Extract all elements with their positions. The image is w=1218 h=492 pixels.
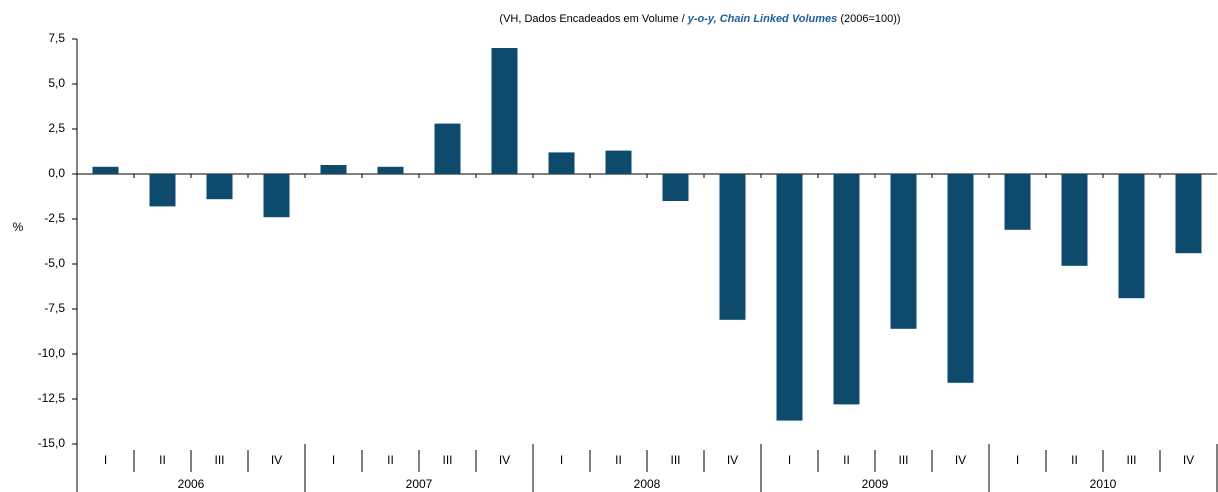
bar: [263, 174, 290, 218]
x-tick-label: I: [332, 453, 335, 467]
y-tick-label: -12,5: [38, 391, 66, 405]
y-tick-label: -2,5: [44, 211, 65, 225]
subtitle-part: (VH, Dados Encadeados em Volume /: [499, 13, 687, 25]
x-tick-label: II: [1071, 453, 1078, 467]
y-tick-label: -5,0: [44, 256, 65, 270]
y-tick-label: -7,5: [44, 301, 65, 315]
bar: [491, 48, 518, 174]
bar: [377, 166, 404, 174]
group-label: 2010: [1090, 477, 1117, 491]
bar: [605, 150, 632, 174]
y-tick-label: 7,5: [48, 31, 65, 45]
x-tick-label: III: [670, 453, 680, 467]
x-tick-label: II: [615, 453, 622, 467]
x-tick-label: IV: [955, 453, 966, 467]
x-tick-label: III: [442, 453, 452, 467]
bar: [1175, 174, 1202, 254]
x-tick-label: I: [104, 453, 107, 467]
chart-subtitle: (VH, Dados Encadeados em Volume / y-o-y,…: [499, 13, 900, 25]
bar: [1118, 174, 1145, 299]
x-tick-label: IV: [727, 453, 738, 467]
x-tick-label: IV: [499, 453, 510, 467]
subtitle-part: y-o-y, Chain Linked Volumes: [687, 13, 838, 25]
group-label: 2008: [634, 477, 661, 491]
x-tick-label: III: [214, 453, 224, 467]
x-tick-label: I: [560, 453, 563, 467]
y-tick-label: 0,0: [48, 166, 65, 180]
x-tick-label: II: [843, 453, 850, 467]
bar: [719, 174, 746, 320]
bar: [1061, 174, 1088, 266]
bar: [776, 174, 803, 421]
x-tick-label: IV: [1183, 453, 1194, 467]
y-tick-label: 5,0: [48, 76, 65, 90]
subtitle-part: (2006=100)): [837, 13, 900, 25]
bar: [92, 166, 119, 174]
bar: [662, 174, 689, 201]
y-tick-label: -15,0: [38, 436, 66, 450]
x-tick-label: II: [387, 453, 394, 467]
x-tick-label: I: [788, 453, 791, 467]
bar: [890, 174, 917, 329]
y-tick-label: 2,5: [48, 121, 65, 135]
bar: [1004, 174, 1031, 230]
x-tick-label: II: [159, 453, 166, 467]
bar: [548, 152, 575, 174]
bar: [947, 174, 974, 383]
y-tick-label: -10,0: [38, 346, 66, 360]
bar: [434, 123, 461, 174]
bar: [320, 165, 347, 174]
bar: [206, 174, 233, 200]
x-tick-label: I: [1016, 453, 1019, 467]
group-label: 2007: [406, 477, 433, 491]
group-label: 2006: [178, 477, 205, 491]
x-tick-label: IV: [271, 453, 282, 467]
group-label: 2009: [862, 477, 889, 491]
bar: [149, 174, 176, 207]
y-axis-label: %: [13, 220, 24, 234]
x-tick-label: III: [898, 453, 908, 467]
x-tick-label: III: [1126, 453, 1136, 467]
bar: [833, 174, 860, 405]
